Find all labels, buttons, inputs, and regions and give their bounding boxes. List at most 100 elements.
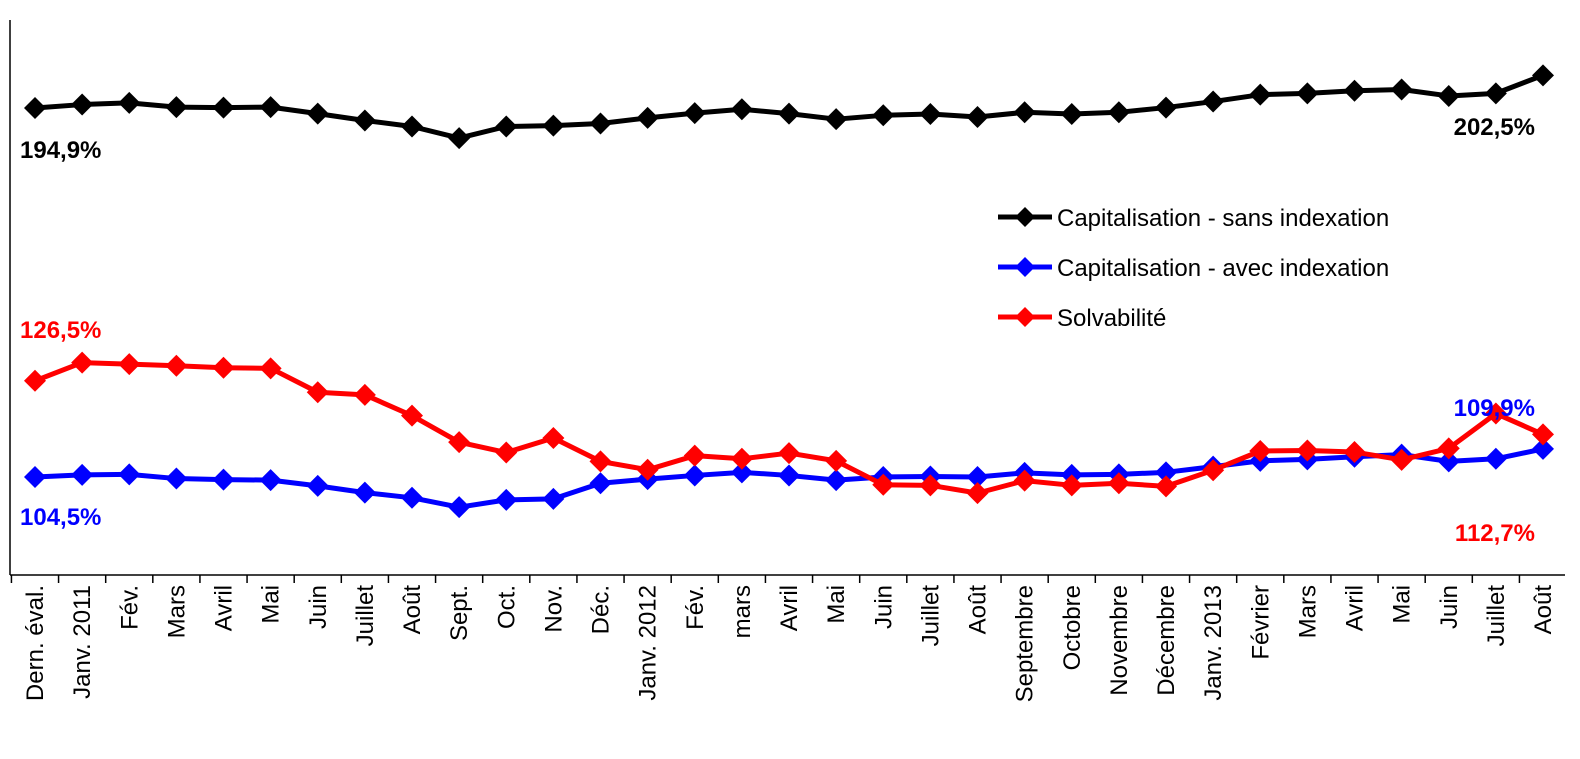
data-point-marker: [1155, 461, 1177, 484]
data-point-marker: [24, 369, 46, 392]
data-point-marker: [259, 357, 282, 380]
data-point-marker: [1390, 448, 1413, 471]
data-point-marker: [118, 463, 141, 486]
x-tick-label: Janv. 2013: [1200, 585, 1227, 701]
data-label: 202,5%: [1454, 114, 1535, 141]
data-point-marker: [24, 97, 46, 119]
x-tick-label: Juillet: [917, 585, 944, 647]
data-point-marker: [1013, 101, 1036, 124]
data-point-marker: [1013, 469, 1036, 492]
x-tick-label: Août: [1530, 585, 1557, 635]
data-point-marker: [212, 96, 235, 119]
legend: Capitalisation - sans indexation Capitali…: [998, 205, 1389, 332]
data-point-marker: [589, 450, 612, 473]
data-point-marker: [1484, 402, 1507, 425]
data-point-marker: [448, 127, 471, 150]
data-point-marker: [71, 351, 94, 374]
data-point-marker: [919, 103, 942, 126]
x-tick-label: Juillet: [352, 585, 379, 647]
data-point-marker: [495, 441, 518, 464]
data-point-marker: [1296, 82, 1319, 105]
data-point-marker: [1484, 447, 1507, 470]
x-tick-label: Avril: [1342, 585, 1369, 631]
data-point-marker: [495, 115, 518, 138]
data-label: 104,5%: [20, 504, 101, 531]
data-point-marker: [683, 444, 706, 467]
data-label: 109,9%: [1454, 395, 1535, 422]
data-point-marker: [71, 93, 94, 116]
data-point-marker: [1437, 84, 1460, 107]
x-tick-label: Juillet: [1483, 585, 1510, 647]
data-point-marker: [778, 464, 800, 487]
data-point-marker: [1532, 437, 1554, 460]
data-point-marker: [448, 496, 471, 519]
data-point-marker: [966, 466, 989, 488]
data-point-marker: [730, 447, 753, 470]
legend-swatch-marker: [1015, 307, 1035, 327]
data-point-marker: [1107, 101, 1130, 124]
legend-label: Solvabilité: [1057, 305, 1166, 332]
x-tick-label: Mars: [1294, 585, 1321, 638]
data-point-marker: [825, 108, 848, 131]
data-point-marker: [636, 458, 659, 481]
data-point-marker: [1532, 64, 1554, 87]
data-point-marker: [1060, 103, 1083, 126]
data-point-marker: [542, 487, 565, 510]
data-point-marker: [636, 106, 659, 129]
x-tick-label: Fév.: [116, 585, 143, 630]
data-point-marker: [353, 109, 376, 132]
data-point-marker: [778, 442, 800, 465]
data-point-marker: [24, 466, 46, 488]
x-tick-label: Novembre: [1106, 585, 1133, 696]
x-tick-label: Fév.: [682, 585, 709, 630]
x-tick-label: Déc.: [588, 585, 615, 634]
data-point-marker: [495, 488, 518, 511]
x-tick-label: Oct.: [493, 585, 520, 629]
data-point-marker: [966, 106, 989, 129]
data-label: 112,7%: [1455, 520, 1535, 547]
x-tick-label: Septembre: [1012, 585, 1039, 702]
data-point-marker: [353, 481, 376, 504]
data-point-marker: [730, 461, 753, 484]
data-point-marker: [872, 473, 895, 496]
data-point-marker: [1532, 423, 1554, 446]
data-point-marker: [165, 467, 188, 490]
data-point-marker: [1437, 450, 1460, 473]
data-point-marker: [259, 469, 282, 492]
x-tick-label: Avril: [211, 585, 238, 631]
data-labels: 194,9% 202,5% 126,5% 104,5% 109,9% 112,7%: [20, 114, 1535, 547]
legend-label: Capitalisation - avec indexation: [1057, 255, 1389, 282]
data-point-marker: [683, 102, 706, 125]
x-tick-label: Août: [399, 585, 426, 635]
data-point-marker: [778, 102, 800, 125]
data-point-marker: [1343, 79, 1366, 102]
x-tick-label: Mai: [823, 585, 850, 624]
data-point-marker: [825, 449, 848, 472]
x-tick-label: Juin: [305, 585, 332, 629]
x-tick-label: Août: [965, 585, 992, 635]
data-point-marker: [683, 464, 706, 487]
data-point-marker: [1484, 82, 1507, 105]
data-point-marker: [306, 474, 329, 497]
data-point-marker: [1390, 78, 1413, 101]
data-point-marker: [919, 474, 942, 497]
legend-swatch-marker: [1015, 207, 1035, 227]
x-tick-label: Mars: [163, 585, 190, 638]
data-point-marker: [1343, 441, 1366, 464]
x-tick-label: Janv. 2011: [69, 585, 96, 699]
x-tick-label: Juin: [1436, 585, 1463, 629]
x-tick-labels: Dern. éval. Janv. 2011 Fév. Mars Avril Mai Jui…: [22, 585, 1557, 703]
data-point-marker: [401, 404, 423, 427]
data-point-marker: [872, 104, 895, 127]
x-tick-label: Juin: [870, 585, 897, 629]
x-tick-label: Décembre: [1153, 585, 1180, 696]
data-point-marker: [1107, 472, 1130, 495]
data-point-marker: [401, 115, 423, 138]
data-point-marker: [966, 482, 989, 505]
x-tick-label: mars: [729, 585, 756, 638]
data-point-marker: [1202, 459, 1225, 482]
data-point-marker: [165, 354, 188, 377]
data-point-marker: [1202, 90, 1225, 113]
data-point-marker: [212, 468, 235, 491]
